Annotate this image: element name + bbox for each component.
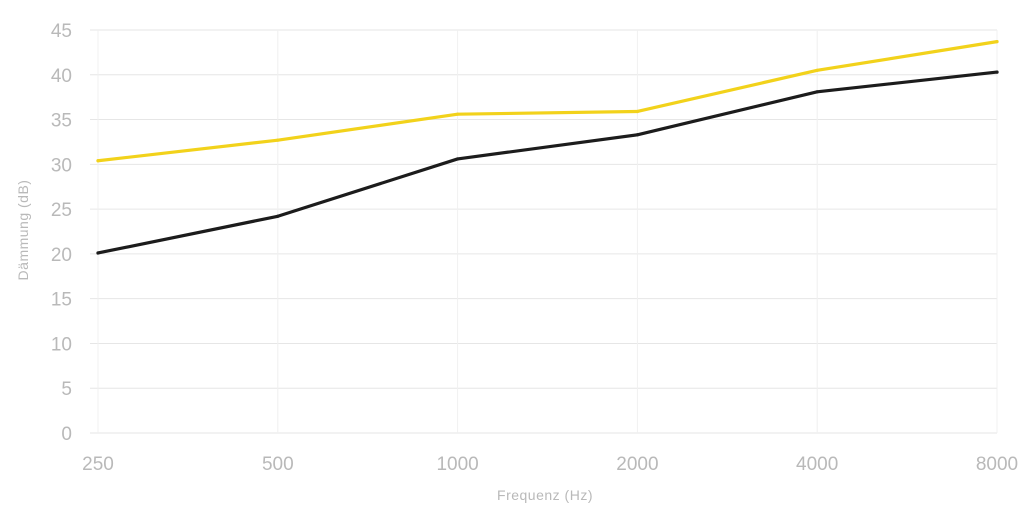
- data-point: [96, 251, 100, 255]
- y-axis-title: Dämmung (dB): [15, 180, 31, 281]
- y-tick-label: 10: [51, 334, 72, 355]
- data-point: [276, 138, 280, 142]
- data-point: [456, 112, 460, 116]
- y-tick-label: 5: [61, 379, 72, 400]
- y-tick-label: 40: [51, 66, 72, 87]
- data-point: [635, 133, 640, 137]
- x-tick-label: 250: [82, 454, 114, 475]
- series-line-2: [96, 70, 999, 255]
- y-axis-ticks: 0 5 10 15 20 25 30 35 40 45: [51, 21, 72, 445]
- data-point: [96, 159, 100, 163]
- x-tick-label: 2000: [616, 454, 658, 475]
- data-point: [995, 70, 999, 74]
- data-point: [276, 214, 280, 218]
- y-tick-label: 20: [51, 245, 72, 266]
- data-point: [995, 40, 999, 44]
- series-lines: [96, 40, 999, 255]
- y-tick-label: 35: [51, 111, 72, 132]
- x-tick-label: 1000: [436, 454, 478, 475]
- y-tick-label: 15: [51, 290, 72, 311]
- data-point: [635, 109, 640, 114]
- data-point: [456, 157, 460, 161]
- y-tick-label: 0: [61, 424, 72, 445]
- data-point: [815, 68, 819, 72]
- x-axis-ticks: 250 500 1000 2000 4000 8000: [82, 454, 1018, 475]
- x-tick-label: 4000: [796, 454, 838, 475]
- x-tick-label: 500: [262, 454, 294, 475]
- x-tick-label: 8000: [976, 454, 1018, 475]
- y-tick-label: 45: [51, 21, 72, 42]
- y-tick-label: 25: [51, 200, 72, 221]
- y-tick-label: 30: [51, 155, 72, 176]
- series-line-1: [96, 40, 999, 163]
- data-point: [815, 90, 819, 94]
- x-axis-title: Frequenz (Hz): [497, 487, 593, 503]
- gridlines: [90, 29, 998, 434]
